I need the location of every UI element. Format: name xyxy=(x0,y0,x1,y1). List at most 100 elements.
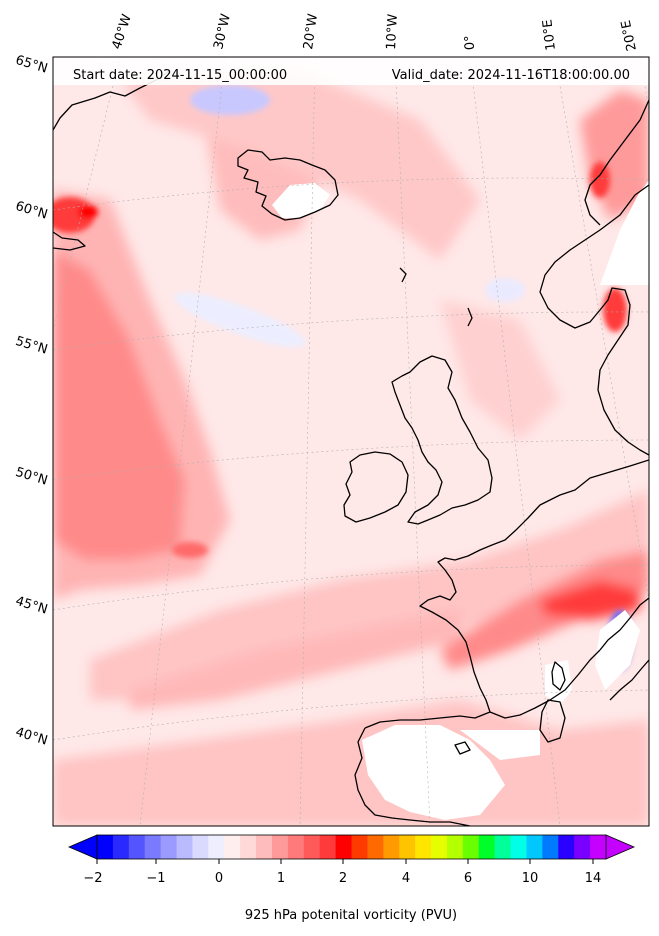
colorbar-segment xyxy=(494,835,511,859)
lon-label-40w: 40°W xyxy=(110,12,135,51)
lat-label-45n: 45°N xyxy=(14,594,50,618)
mask-iceland xyxy=(272,183,330,218)
lon-label-10e: 10°E xyxy=(540,18,559,51)
graticule-lat-60 xyxy=(53,177,649,211)
colorbar-segment xyxy=(526,835,543,859)
colorbar-under-arrow xyxy=(67,834,98,860)
cb-tick-label: −2 xyxy=(83,871,102,886)
pv-band-north xyxy=(120,70,480,260)
graticule-lon-10e xyxy=(554,57,649,601)
colorbar-segment xyxy=(144,835,162,859)
lat-label-60n: 60°N xyxy=(14,199,50,223)
header-strip xyxy=(53,57,649,85)
colorbar-segment xyxy=(590,835,607,859)
start-date-label: Start date: 2024-11-15_00:00:00 xyxy=(73,68,287,83)
lon-label-20w: 20°W xyxy=(301,13,321,51)
colorbar-segment xyxy=(574,835,591,859)
colorbar-segment xyxy=(446,835,464,859)
coast-balearics xyxy=(454,741,471,755)
colorbar-segments xyxy=(97,835,607,859)
graticule-lon-20w xyxy=(299,57,316,826)
pv-max-atlantic xyxy=(172,542,208,558)
cb-tick-label: 1 xyxy=(277,871,285,886)
lon-label-10w: 10°W xyxy=(384,13,401,50)
pv-max-norway xyxy=(590,162,610,198)
coast-scandinavia xyxy=(539,184,649,456)
pv-max-greenland-core xyxy=(78,205,98,219)
map-frame xyxy=(52,56,650,827)
pv-band-central-atlantic xyxy=(90,490,649,700)
pv-band-mid xyxy=(130,610,460,710)
cb-tick-label: 14 xyxy=(585,871,602,886)
cb-tick-label: 2 xyxy=(339,871,347,886)
colorbar-segment xyxy=(431,835,448,859)
coast-great-britain xyxy=(391,355,493,525)
colorbar-segment xyxy=(351,835,368,859)
pv-max-norway-south xyxy=(603,288,627,332)
colorbar-segment xyxy=(478,835,496,859)
colorbar-segment xyxy=(303,835,321,859)
pv-core-west-atlantic xyxy=(53,250,185,560)
mask-iberia-south xyxy=(460,730,540,760)
cb-tick-label: 6 xyxy=(464,871,472,886)
graticule-lat-50 xyxy=(53,439,649,481)
map-panel: Start date: 2024-11-15_00:00:00 Valid_da… xyxy=(53,57,649,826)
colorbar-segment xyxy=(367,835,384,859)
coast-france-lowcountries xyxy=(419,459,649,713)
coast-greenland-south xyxy=(53,231,86,251)
cb-tick-label: 10 xyxy=(522,871,539,886)
pv-band-north-sea xyxy=(440,300,560,440)
colorbar-frame xyxy=(96,834,607,860)
cb-tick-label: 4 xyxy=(402,871,410,886)
colorbar-segment xyxy=(271,835,289,859)
colorbar-segment xyxy=(542,835,559,859)
colorbar-segment xyxy=(224,835,241,859)
colorbar-segment xyxy=(208,835,225,859)
graticule-lon-0 xyxy=(469,57,561,826)
colorbar: −2 −1 0 1 2 4 6 10 14 925 hPa potenital … xyxy=(67,834,636,923)
colorbar-segment xyxy=(192,835,209,859)
coastlines xyxy=(53,69,649,826)
colorbar-segment xyxy=(510,835,527,859)
pv-core-alps xyxy=(540,580,640,620)
graticule-lat-45 xyxy=(53,564,649,611)
pv-neg-north xyxy=(190,85,270,115)
latitude-labels: 65°N 60°N 55°N 50°N 45°N 40°N xyxy=(14,53,50,749)
mask-alps xyxy=(595,610,640,690)
lat-label-65n: 65°N xyxy=(14,53,50,77)
pv-neg-north-sea xyxy=(485,278,525,302)
colorbar-segment xyxy=(160,835,177,859)
colorbar-segment xyxy=(128,835,146,859)
colorbar-tick-labels: −2 −1 0 1 2 4 6 10 14 xyxy=(83,871,601,886)
colorbar-segment xyxy=(287,835,305,859)
colorbar-over-arrow xyxy=(605,834,636,860)
coast-orkney xyxy=(399,267,407,283)
lon-label-20e: 20°E xyxy=(619,19,640,53)
graticule-lon-40w xyxy=(53,57,121,331)
longitude-labels: 40°W 30°W 20°W 10°W 0° 10°E 20°E xyxy=(110,12,640,52)
lon-label-30w: 30°W xyxy=(211,12,234,50)
valid-date-label: Valid_date: 2024-11-16T18:00:00.00 xyxy=(392,68,630,83)
graticule xyxy=(53,57,649,826)
colorbar-ticks xyxy=(96,859,594,864)
graticule-lon-30w xyxy=(139,57,226,826)
colorbar-segment xyxy=(319,835,336,859)
lon-label-0: 0° xyxy=(462,35,478,50)
coast-norway-west xyxy=(584,99,649,226)
coast-iberia xyxy=(354,711,491,826)
colorbar-segment xyxy=(256,835,273,859)
coast-italy xyxy=(599,597,649,701)
graticule-lat-40 xyxy=(53,689,649,741)
colorbar-segment xyxy=(335,835,352,859)
lat-label-55n: 55°N xyxy=(14,334,50,358)
coast-corsica xyxy=(551,661,566,691)
colorbar-segment xyxy=(415,835,432,859)
colorbar-segment xyxy=(176,835,193,859)
cb-tick-label: −1 xyxy=(146,871,165,886)
colorbar-segment xyxy=(383,835,400,859)
colorbar-label: 925 hPa potenital vorticity (PVU) xyxy=(245,908,457,923)
graticule-lon-10w xyxy=(394,57,431,826)
graticule-lat-55 xyxy=(53,311,649,351)
colorbar-segment xyxy=(112,835,130,859)
